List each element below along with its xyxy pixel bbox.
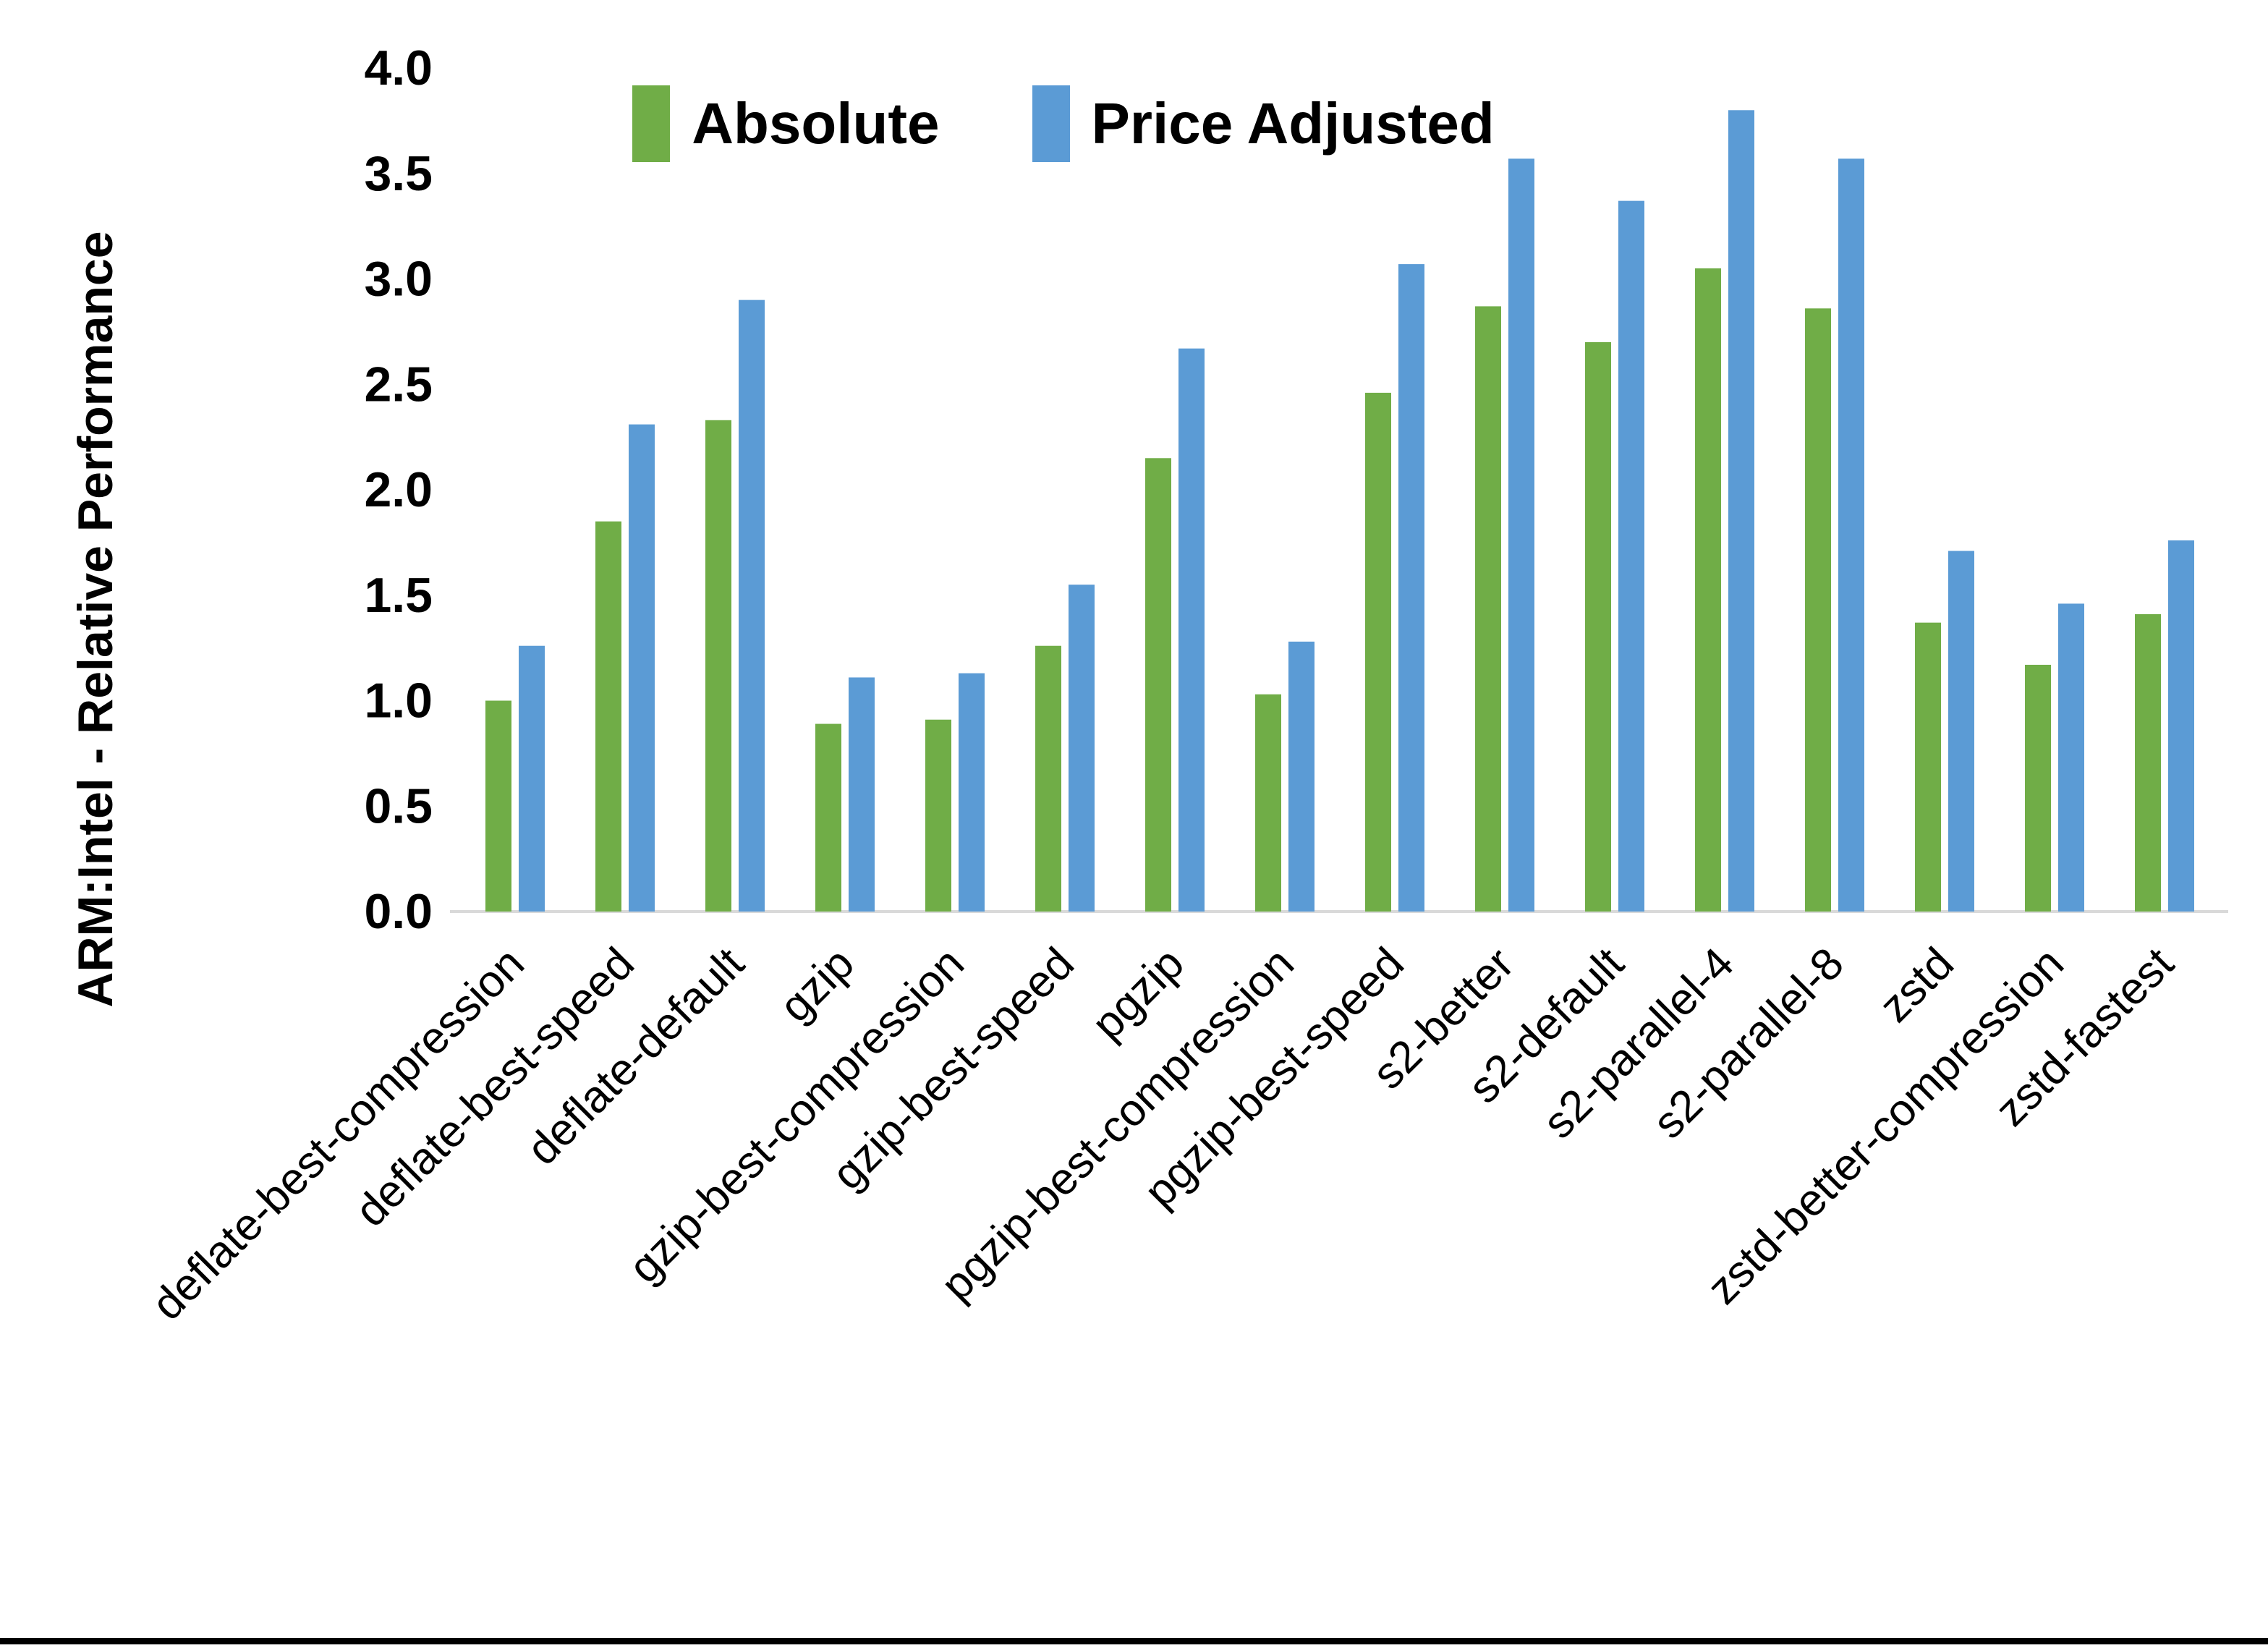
y-tick-label: 3.5 <box>364 146 433 201</box>
y-tick-label: 4.0 <box>364 41 433 95</box>
bar-price-adjusted-gzip-best-speed <box>1069 585 1095 912</box>
bar-price-adjusted-pgzip-best-compression <box>1288 641 1314 912</box>
bar-price-adjusted-zstd <box>1948 551 1974 912</box>
bar-absolute-s2-parallel-4 <box>1695 268 1721 912</box>
bar-absolute-pgzip <box>1145 458 1171 912</box>
x-category-label: s2-parallel-4 <box>1534 938 1744 1148</box>
y-tick-label: 0.0 <box>364 884 433 939</box>
bar-price-adjusted-deflate-best-compression <box>519 645 545 912</box>
bar-price-adjusted-deflate-best-speed <box>629 424 655 912</box>
bar-absolute-gzip-best-compression <box>925 719 951 912</box>
bar-price-adjusted-gzip-best-compression <box>959 673 985 912</box>
bar-absolute-deflate-best-speed <box>595 521 621 912</box>
y-tick-label: 2.5 <box>364 357 433 412</box>
bar-absolute-s2-parallel-8 <box>1805 308 1831 912</box>
bar-price-adjusted-pgzip <box>1178 348 1205 912</box>
bar-absolute-deflate-default <box>705 420 731 912</box>
y-axis-title: ARM:Intel - Relative Performance <box>68 231 123 1008</box>
y-tick-label: 1.0 <box>364 674 433 729</box>
bar-absolute-s2-better <box>1475 306 1501 912</box>
bar-absolute-gzip <box>815 723 841 912</box>
bar-price-adjusted-s2-default <box>1618 200 1644 912</box>
bar-absolute-pgzip-best-compression <box>1255 694 1281 912</box>
y-tick-label: 3.0 <box>364 252 433 307</box>
bar-price-adjusted-zstd-fastest <box>2168 540 2194 912</box>
y-tick-label: 1.5 <box>364 568 433 623</box>
bar-absolute-zstd-fastest <box>2135 613 2161 912</box>
y-tick-label: 2.0 <box>364 462 433 517</box>
bar-price-adjusted-pgzip-best-speed <box>1398 264 1424 912</box>
bar-price-adjusted-s2-parallel-8 <box>1838 158 1864 912</box>
bar-absolute-gzip-best-speed <box>1035 645 1061 912</box>
bar-price-adjusted-zstd-better-compression <box>2058 603 2084 912</box>
bar-price-adjusted-s2-better <box>1508 158 1534 912</box>
bar-absolute-zstd-better-compression <box>2025 664 2051 912</box>
bar-absolute-deflate-best-compression <box>485 700 511 912</box>
bar-absolute-zstd <box>1915 622 1941 912</box>
bar-price-adjusted-deflate-default <box>739 300 765 912</box>
x-category-label: s2-parallel-8 <box>1644 938 1853 1148</box>
bar-price-adjusted-gzip <box>849 677 875 912</box>
bottom-border-line <box>0 1638 2268 1644</box>
bar-absolute-s2-default <box>1585 341 1611 912</box>
x-category-label: gzip <box>770 938 864 1032</box>
x-category-label: zstd <box>1870 938 1963 1032</box>
y-tick-label: 0.5 <box>364 778 433 833</box>
bar-price-adjusted-s2-parallel-4 <box>1728 110 1754 912</box>
bar-absolute-pgzip-best-speed <box>1365 392 1391 912</box>
